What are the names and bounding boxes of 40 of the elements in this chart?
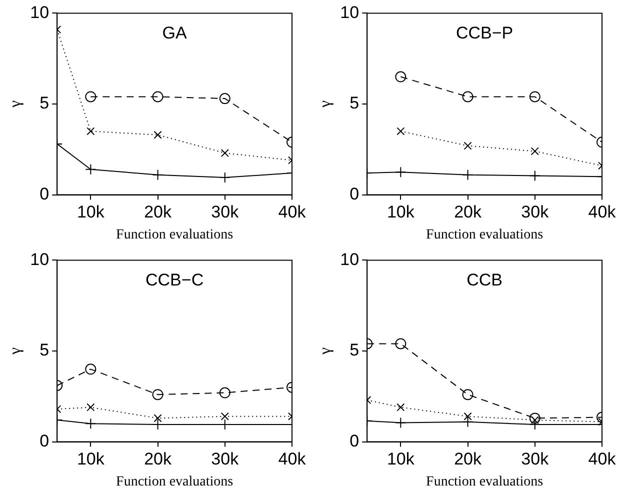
- x-tick-label: 20k: [454, 202, 482, 222]
- x-axis-title: Function evaluations: [426, 227, 544, 242]
- x-axis-title: Function evaluations: [116, 227, 234, 242]
- x-tick-label: 10k: [76, 202, 105, 222]
- x-tick-label: 30k: [211, 202, 240, 222]
- y-axis-title: γ: [6, 347, 24, 356]
- y-tick-label: 0: [40, 184, 50, 204]
- y-axis-title: γ: [316, 347, 334, 356]
- y-tick-label: 5: [350, 340, 360, 360]
- x-tick-label: 40k: [588, 202, 616, 222]
- text: CCB−C: [146, 270, 204, 290]
- x-tick-label: 10k: [386, 450, 415, 469]
- x-tick-label: 40k: [278, 202, 306, 222]
- text: GA: [162, 23, 188, 42]
- y-axis-title: γ: [316, 100, 334, 109]
- y-tick-label: 0: [350, 184, 360, 204]
- x-tick-label: 40k: [278, 450, 306, 469]
- x-tick-label: 30k: [521, 450, 550, 469]
- y-tick-label: 10: [340, 250, 360, 269]
- y-tick-label: 0: [40, 431, 50, 450]
- y-tick-label: 10: [340, 2, 360, 22]
- x-tick-label: 10k: [76, 450, 105, 469]
- x-axis-title: Function evaluations: [426, 474, 544, 490]
- x-tick-label: 30k: [211, 450, 240, 469]
- text: CCB−P: [456, 23, 514, 42]
- x-tick-label: 20k: [144, 450, 172, 469]
- x-tick-label: 30k: [521, 202, 550, 222]
- text: CCB: [466, 270, 503, 290]
- x-axis-title: Function evaluations: [116, 474, 234, 490]
- y-tick-label: 5: [350, 94, 360, 113]
- y-tick-label: 10: [30, 2, 50, 22]
- x-tick-label: 20k: [454, 450, 482, 469]
- x-tick-label: 40k: [588, 450, 616, 469]
- y-tick-label: 5: [40, 94, 50, 113]
- y-tick-label: 0: [350, 431, 360, 450]
- x-tick-label: 20k: [144, 202, 172, 222]
- y-tick-label: 5: [40, 340, 50, 360]
- x-tick-label: 10k: [386, 202, 415, 222]
- y-axis-title: γ: [6, 100, 24, 109]
- y-tick-label: 10: [30, 250, 50, 269]
